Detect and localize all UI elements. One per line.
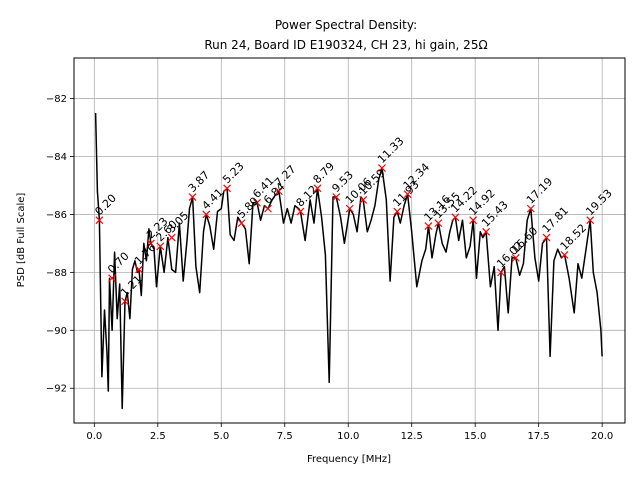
peak-marker	[526, 204, 535, 213]
peak-marker	[378, 164, 386, 173]
peak-label: 17.81	[540, 204, 571, 235]
y-tick-label: −90	[46, 326, 67, 337]
y-tick-label: −86	[46, 210, 67, 221]
peak-marker	[451, 213, 460, 222]
y-tick-label: −82	[46, 94, 67, 105]
peak-marker	[511, 253, 520, 262]
peak-marker	[253, 198, 261, 207]
peak-marker	[469, 216, 478, 225]
data-layer	[94, 112, 603, 410]
chart-title-line1: Power Spectral Density:	[275, 18, 417, 32]
peak-marker	[156, 242, 165, 251]
peak-label: 7.27	[272, 163, 299, 190]
grid	[74, 58, 625, 423]
chart-title-line2: Run 24, Board ID E190324, CH 23, hi gain…	[204, 38, 487, 52]
x-axis-label: Frequency [MHz]	[307, 454, 391, 465]
peak-marker	[332, 193, 341, 201]
peak-marker	[313, 184, 322, 193]
peak-marker	[121, 297, 129, 306]
y-tick-label: −88	[46, 268, 67, 279]
peak-marker	[497, 268, 506, 277]
peak-marker	[434, 219, 443, 228]
y-tick-label: −84	[46, 152, 67, 163]
peak-marker	[586, 216, 595, 225]
peak-marker	[296, 207, 305, 216]
peak-marker	[274, 187, 283, 196]
peak-marker	[542, 233, 551, 242]
peak-marker	[108, 274, 117, 283]
x-tick-label: 15.0	[464, 431, 486, 442]
peak-marker	[135, 265, 143, 274]
peak-marker	[202, 210, 211, 219]
y-axis-label: PSD [dB Full Scale]	[16, 193, 27, 288]
peak-label: 17.19	[524, 175, 555, 206]
peak-marker	[147, 239, 155, 248]
peak-marker	[95, 216, 104, 225]
x-tick-label: 12.5	[401, 431, 423, 442]
x-tick-label: 5.0	[213, 431, 229, 442]
peak-marker	[403, 190, 412, 199]
peak-marker	[424, 222, 433, 230]
peak-marker	[188, 193, 197, 201]
peak-marker	[345, 204, 354, 213]
peak-label: 3.87	[186, 168, 213, 195]
y-axis-ticks: −92 −90 −88 −86 −84 −82	[46, 94, 74, 395]
peak-marker	[167, 233, 176, 242]
x-tick-label: 7.5	[277, 431, 293, 442]
x-tick-label: 0.0	[86, 431, 102, 442]
peak-marker	[223, 184, 232, 193]
x-tick-label: 10.0	[337, 431, 359, 442]
peak-marker	[393, 207, 402, 216]
peak-label: 11.33	[375, 135, 406, 166]
psd-line	[94, 112, 603, 410]
x-axis-ticks: 0.0 2.5 5.0 7.5 10.0 12.5 15.0 17.5 20.0	[86, 423, 613, 442]
x-tick-label: 17.5	[528, 431, 550, 442]
peak-marker	[482, 227, 491, 236]
peak-marker	[264, 204, 272, 213]
peak-marker	[359, 196, 368, 204]
peak-label: 19.53	[583, 187, 614, 218]
x-tick-label: 20.0	[591, 431, 613, 442]
peak-label: 5.23	[220, 160, 247, 187]
peak-marker	[237, 219, 246, 228]
peak-marker	[560, 251, 569, 259]
peak-markers	[95, 164, 595, 306]
plot-frame	[73, 57, 626, 424]
y-tick-label: −92	[46, 384, 67, 395]
x-tick-label: 2.5	[150, 431, 166, 442]
peak-label: 18.52	[558, 221, 589, 252]
